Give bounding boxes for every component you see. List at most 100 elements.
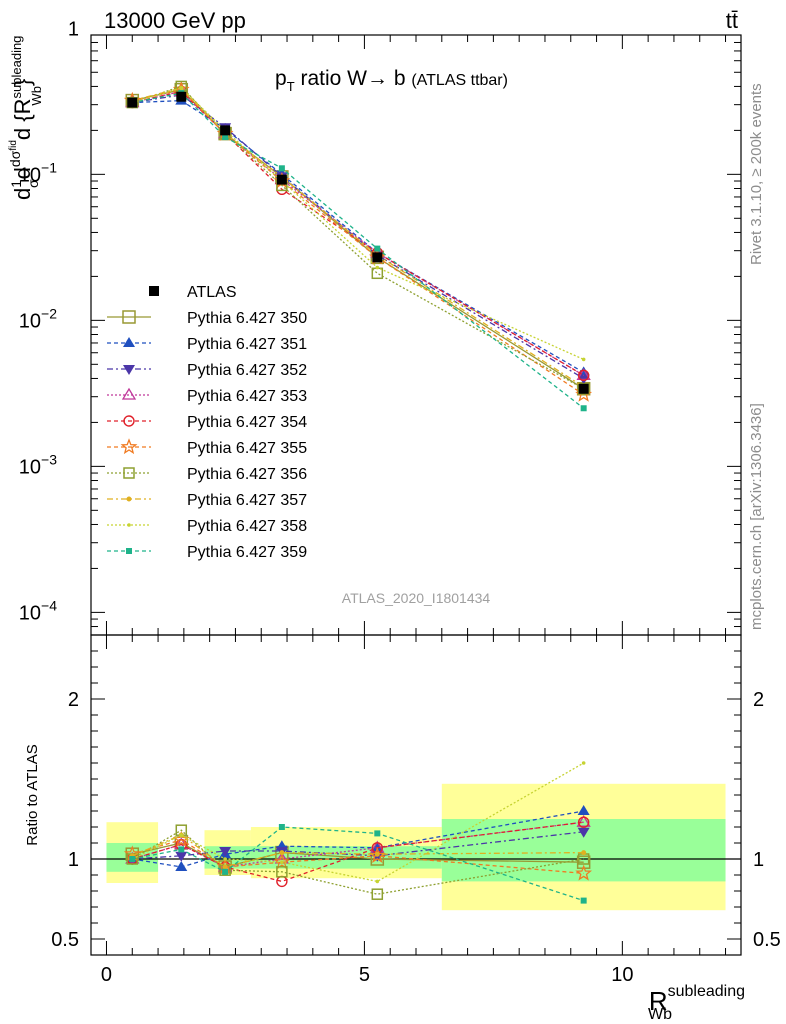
x-axis-title: Rsubleading Wb	[648, 983, 745, 1023]
ratio-point-8-3	[279, 850, 285, 856]
ratio-point-8-5	[581, 850, 587, 856]
ratio-series-group	[123, 761, 593, 904]
main-series-line-10	[132, 92, 585, 409]
main-point-0-5	[578, 383, 589, 394]
ratio-ytick-label-right-1: 1	[753, 849, 764, 871]
legend-entry-3: Pythia 6.427 352	[107, 362, 307, 379]
legend-marker-0	[149, 286, 159, 296]
legend-label-4: Pythia 6.427 353	[187, 388, 307, 405]
ratio-point-7-3	[276, 866, 288, 878]
axes-group: 10−410−310−210−110 5 100.5 0.51 12 2	[19, 18, 781, 986]
ratio-series-3	[126, 827, 590, 865]
ratio-point-3-4	[371, 851, 384, 862]
energy-label: 13000 GeV pp	[104, 8, 246, 33]
legend-marker-5	[123, 415, 135, 427]
main-point-4-5	[576, 368, 591, 381]
plot-title: pT ratio W→ b (ATLAS ttbar)	[275, 67, 508, 94]
ratio-point-10-0	[129, 856, 136, 862]
ratio-ytick-label-right-0: 0.5	[753, 929, 781, 951]
legend-marker-10	[126, 548, 132, 554]
legend-marker-6	[120, 438, 138, 455]
rivet-version-label: Rivet 3.1.10, ≥ 200k events	[748, 83, 765, 265]
ratio-point-10-5	[580, 897, 587, 904]
legend: ATLAS Pythia 6.427 350 Pythia 6.427 351 Pyt…	[107, 284, 307, 561]
ratio-point-4-5	[576, 814, 591, 827]
legend-label-5: Pythia 6.427 354	[187, 414, 307, 431]
ratio-point-5-5	[577, 816, 590, 828]
legend-label-7: Pythia 6.427 356	[187, 466, 307, 483]
main-point-0-2	[220, 125, 231, 136]
main-point-9-1	[179, 86, 184, 90]
legend-entry-1: Pythia 6.427 350	[107, 310, 307, 327]
main-ytick-label-1: 10−3	[19, 451, 57, 478]
legend-entry-8: Pythia 6.427 357	[107, 492, 307, 509]
ratio-ytick-label-left-0: 0.5	[51, 929, 79, 951]
ratio-series-line-7	[131, 829, 584, 895]
legend-entry-6: Pythia 6.427 355	[107, 438, 307, 457]
legend-label-9: Pythia 6.427 358	[187, 518, 307, 535]
legend-entry-5: Pythia 6.427 354	[107, 414, 307, 431]
legend-entry-10: Pythia 6.427 359	[107, 544, 307, 561]
main-series-group	[123, 80, 593, 412]
main-y-axis-title: d1σddσfidd {Rsubleading Wb}	[7, 36, 44, 200]
main-point-10-3	[278, 165, 285, 172]
legend-label-8: Pythia 6.427 357	[187, 492, 307, 509]
legend-label-1: Pythia 6.427 350	[187, 310, 307, 327]
ratio-ytick-label-left-2: 2	[68, 689, 79, 711]
legend-entry-4: Pythia 6.427 353	[107, 387, 307, 405]
ratio-point-9-4	[375, 879, 380, 884]
legend-label-10: Pythia 6.427 359	[187, 544, 307, 561]
ratio-point-2-5	[577, 805, 590, 815]
legend-label-2: Pythia 6.427 351	[187, 336, 307, 353]
ratio-point-2-4	[371, 841, 384, 852]
main-point-0-1	[176, 91, 187, 102]
ratio-series-line-6	[132, 839, 584, 875]
ratio-series-line-3	[132, 831, 584, 860]
main-ytick-label-2: 10−2	[19, 305, 57, 332]
main-point-10-4	[374, 245, 381, 252]
legend-marker-9	[127, 523, 131, 527]
ratio-point-8-4	[374, 851, 380, 857]
main-point-9-4	[375, 265, 380, 270]
ratio-point-9-5	[581, 761, 586, 765]
ratio-point-3-5	[577, 827, 590, 838]
ratio-series-line-9	[132, 762, 585, 883]
main-point-9-5	[581, 357, 586, 362]
main-series-line-5	[132, 90, 585, 376]
ratio-point-10-2	[222, 868, 229, 875]
main-point-10-2	[222, 134, 229, 141]
ratio-ytick-label-right-2: 2	[753, 689, 764, 711]
legend-marker-3	[123, 365, 135, 375]
legend-label-6: Pythia 6.427 355	[187, 440, 307, 457]
ratio-point-9-2	[223, 857, 227, 861]
main-point-0-0	[127, 97, 138, 108]
legend-entry-2: Pythia 6.427 351	[107, 336, 307, 353]
main-ytick-label-3: 10−1	[19, 159, 57, 186]
ratio-point-8-2	[222, 864, 228, 870]
ratio-point-6-3	[273, 853, 291, 870]
ratio-point-10-3	[278, 824, 285, 830]
ratio-point-10-4	[374, 830, 381, 837]
process-label: tt̄	[726, 8, 738, 33]
legend-marker-7	[123, 467, 135, 479]
legend-entry-0: ATLAS	[149, 284, 237, 301]
ratio-point-3-1	[175, 851, 188, 862]
ratio-y-axis-title: Ratio to ATLAS	[24, 744, 41, 845]
x-tick-label-0: 0	[101, 964, 112, 986]
ratio-series-line-2	[132, 810, 584, 868]
ratio-point-9-1	[179, 833, 184, 837]
main-series-2	[126, 94, 590, 377]
ratio-point-10-1	[178, 846, 185, 853]
x-tick-label-2: 10	[611, 964, 633, 986]
legend-entry-9: Pythia 6.427 358	[107, 518, 307, 535]
legend-marker-4	[121, 387, 137, 400]
ratio-point-3-2	[219, 847, 232, 857]
ratio-point-2-1	[175, 861, 188, 871]
legend-marker-8	[126, 496, 132, 502]
main-ytick-label-4: 1	[68, 18, 79, 40]
ratio-point-6-5	[575, 864, 593, 881]
legend-label-3: Pythia 6.427 352	[187, 362, 307, 379]
ratio-ytick-label-left-1: 1	[68, 849, 79, 871]
legend-label-0: ATLAS	[187, 284, 237, 301]
